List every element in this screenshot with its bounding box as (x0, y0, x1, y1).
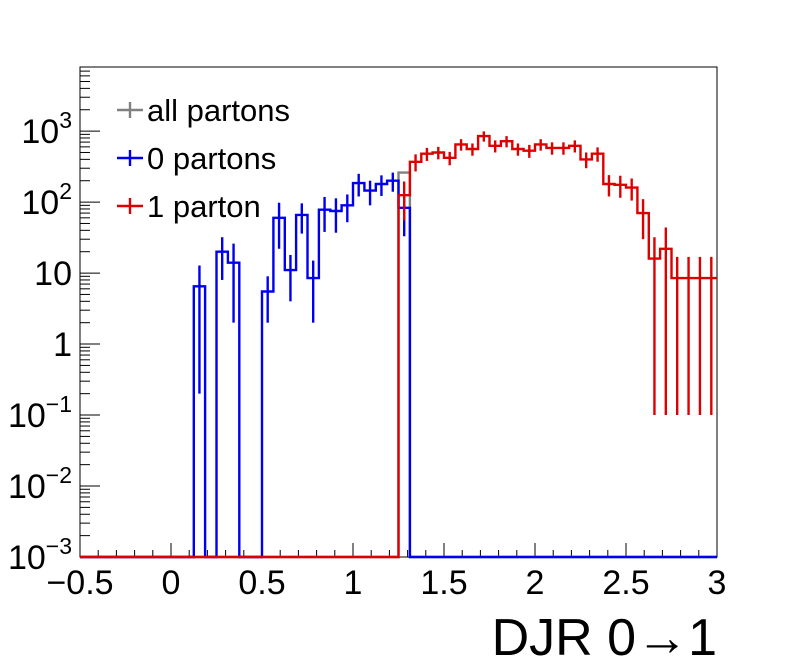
series-1-parton (80, 131, 717, 559)
y-tick-base: 10 (8, 397, 46, 435)
x-tick-label: 2.5 (602, 564, 649, 602)
legend-label: 1 parton (147, 189, 261, 224)
y-tick-label: 1 (53, 326, 72, 364)
axis-labels: DJR 0→1 (492, 609, 717, 667)
y-tick-base: 10 (21, 184, 59, 222)
x-tick-label: 0.5 (238, 564, 285, 602)
x-axis-label: DJR 0→1 (492, 609, 717, 667)
y-tick-base: 10 (34, 255, 72, 293)
x-tick-label: 1 (344, 564, 363, 602)
y-tick-base: 10 (8, 468, 46, 506)
series-group (80, 131, 717, 559)
x-tick-label: 0 (162, 564, 181, 602)
y-tick-base: 10 (21, 113, 59, 151)
y-tick-exponent: −3 (46, 533, 72, 559)
x-tick-label: 3 (708, 564, 727, 602)
x-tick-label: 2 (526, 564, 545, 602)
legend-label: all partons (147, 93, 290, 128)
y-tick-exponent: −2 (46, 462, 72, 488)
histogram-step-line (80, 179, 717, 559)
legend-label: 0 partons (147, 141, 276, 176)
legend: all partons 0 partons 1 parton (117, 93, 290, 224)
y-tick-base: 1 (53, 326, 72, 364)
y-tick-exponent: 3 (59, 107, 72, 133)
y-tick-exponent: 2 (59, 178, 72, 204)
series-0-partons (80, 172, 717, 559)
y-tick-exponent: −1 (46, 391, 72, 417)
y-tick-label: 10−3 (8, 533, 72, 577)
x-tick-label: −0.5 (46, 564, 113, 602)
y-tick-base: 10 (8, 539, 46, 577)
y-tick-label: 102 (21, 178, 72, 222)
y-tick-label: 103 (21, 107, 72, 151)
x-tick-label: 1.5 (420, 564, 467, 602)
y-tick-label: 10 (34, 255, 72, 293)
y-tick-label: 10−2 (8, 462, 72, 506)
y-tick-label: 10−1 (8, 391, 72, 435)
